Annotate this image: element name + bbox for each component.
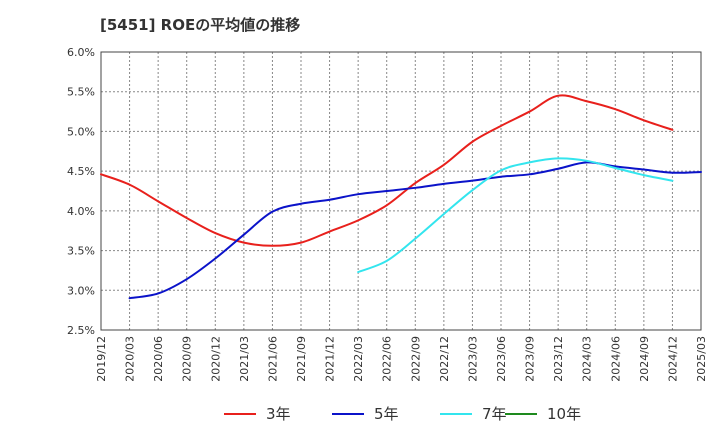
legend-label: 7年: [482, 405, 507, 423]
y-tick-label: 5.5%: [67, 86, 95, 99]
y-tick-label: 5.0%: [67, 125, 95, 138]
legend-label: 10年: [547, 405, 581, 423]
x-tick-label: 2024/09: [638, 336, 651, 382]
y-tick-label: 4.5%: [67, 165, 95, 178]
x-tick-label: 2024/03: [581, 336, 594, 382]
x-tick-label: 2020/09: [181, 336, 194, 382]
legend-label: 5年: [374, 405, 399, 423]
x-tick-label: 2020/03: [124, 336, 137, 382]
x-tick-label: 2022/12: [438, 336, 451, 382]
x-tick-label: 2024/06: [609, 336, 622, 382]
x-tick-label: 2022/09: [409, 336, 422, 382]
x-tick-label: 2021/03: [238, 336, 251, 382]
x-tick-label: 2021/12: [324, 336, 337, 382]
x-tick-label: 2022/03: [352, 336, 365, 382]
x-tick-label: 2023/09: [524, 336, 537, 382]
chart-title: [5451] ROEの平均値の推移: [100, 16, 301, 34]
y-tick-label: 4.0%: [67, 205, 95, 218]
legend-label: 3年: [266, 405, 291, 423]
x-tick-label: 2022/06: [381, 336, 394, 382]
y-tick-label: 2.5%: [67, 324, 95, 337]
x-tick-label: 2023/12: [552, 336, 565, 382]
x-tick-label: 2020/06: [152, 336, 165, 382]
x-tick-label: 2019/12: [95, 336, 108, 382]
x-tick-label: 2021/06: [266, 336, 279, 382]
x-tick-label: 2021/09: [295, 336, 308, 382]
series-line-7年: [357, 157, 674, 274]
x-tick-label: 2020/12: [209, 336, 222, 382]
y-tick-label: 3.0%: [67, 284, 95, 297]
y-tick-label: 3.5%: [67, 245, 95, 258]
x-tick-label: 2024/12: [666, 336, 679, 382]
x-tick-label: 2023/03: [466, 336, 479, 382]
plot-frame: [100, 51, 702, 331]
series-line-3年: [100, 94, 674, 247]
x-tick-label: 2023/06: [495, 336, 508, 382]
x-tick-label: 2025/03: [695, 336, 708, 382]
y-tick-label: 6.0%: [67, 46, 95, 59]
